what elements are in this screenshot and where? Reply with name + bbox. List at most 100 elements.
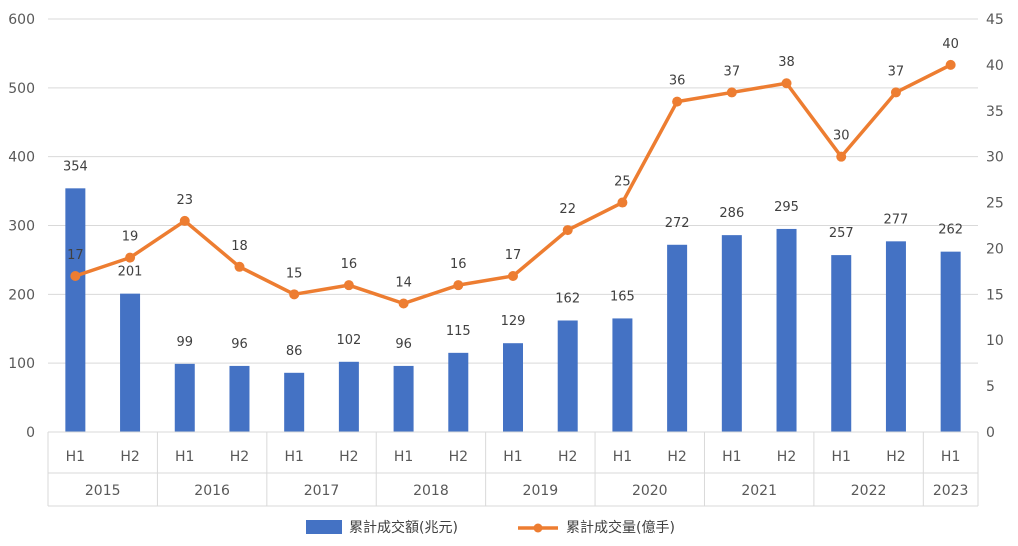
line-point [125, 252, 136, 263]
legend-bar-label: 累計成交額(兆元) [349, 519, 458, 536]
year-label: 2015 [85, 483, 121, 499]
line-point [781, 78, 792, 89]
line-path [74, 63, 952, 306]
right-tick-label: 5 [986, 379, 995, 395]
bar-data-label: 277 [884, 212, 909, 227]
left-axis: 0 100 200 300 400 500 600 [8, 12, 35, 441]
left-tick-label: 500 [8, 81, 35, 97]
bar [338, 361, 359, 432]
line-point [398, 298, 409, 309]
bar-data-label: 96 [231, 337, 248, 352]
line-data-label: 18 [231, 239, 248, 254]
bar [557, 320, 578, 432]
left-tick-label: 300 [8, 219, 35, 235]
line-data-label: 38 [778, 55, 795, 70]
bar-data-label: 272 [665, 216, 690, 231]
line-data-label: 40 [942, 37, 959, 52]
bar [65, 188, 86, 432]
category-label: H2 [777, 449, 796, 465]
line-data-label: 16 [341, 257, 358, 272]
category-label: H1 [66, 449, 85, 465]
category-label: H2 [120, 449, 139, 465]
right-tick-label: 25 [986, 196, 1004, 212]
bar [120, 293, 141, 432]
line-data-label: 19 [122, 230, 139, 245]
year-label: 2023 [933, 483, 969, 499]
year-label: 2020 [632, 483, 668, 499]
bar-data-label: 201 [118, 265, 143, 280]
line-data-label: 15 [286, 266, 303, 281]
bar-data-label: 129 [501, 314, 526, 329]
bar [612, 318, 633, 432]
line-series: 17 19 23 18 15 16 14 16 17 22 25 36 37 38 30 37 40 [67, 37, 959, 309]
year-label: 2018 [413, 483, 449, 499]
bar-data-label: 295 [774, 200, 799, 215]
line-data-label: 22 [559, 202, 576, 217]
right-tick-label: 45 [986, 12, 1004, 28]
category-label: H1 [175, 449, 194, 465]
line-point [179, 215, 190, 226]
line-data-label: 37 [724, 64, 741, 79]
bar [229, 365, 250, 432]
line-point [672, 96, 683, 107]
right-tick-label: 40 [986, 58, 1004, 74]
bar [831, 255, 852, 432]
line-point [562, 225, 573, 236]
line-data-label: 23 [176, 193, 193, 208]
right-axis: 0 5 10 15 20 25 30 35 40 45 [986, 12, 1004, 441]
left-tick-label: 400 [8, 150, 35, 166]
category-label: H2 [667, 449, 686, 465]
line-data-label: 17 [505, 248, 522, 263]
category-label: H1 [832, 449, 851, 465]
category-label: H1 [722, 449, 741, 465]
legend-line-label: 累計成交量(億手) [566, 519, 675, 536]
legend-bar-swatch [306, 520, 342, 534]
line-point [289, 289, 300, 300]
right-tick-label: 30 [986, 150, 1004, 166]
legend: 累計成交額(兆元) 累計成交量(億手) [306, 519, 675, 536]
category-label: H2 [886, 449, 905, 465]
bar-data-label: 162 [555, 291, 580, 306]
line-point [70, 270, 81, 281]
bar [776, 228, 797, 432]
category-label: H1 [394, 449, 413, 465]
line-data-label: 25 [614, 175, 631, 190]
category-label: H1 [613, 449, 632, 465]
left-tick-label: 600 [8, 12, 35, 28]
bar-data-label: 257 [829, 226, 854, 241]
bar-data-label: 115 [446, 324, 471, 339]
right-tick-label: 0 [986, 425, 995, 441]
gridlines [48, 18, 978, 433]
bar [885, 241, 906, 432]
line-data-label: 36 [669, 74, 686, 89]
bar [448, 352, 469, 432]
line-data-label: 17 [67, 248, 84, 263]
bar [393, 365, 414, 432]
year-label: 2017 [304, 483, 340, 499]
bar-data-label: 262 [938, 223, 963, 238]
right-tick-label: 20 [986, 241, 1004, 257]
line-point [234, 261, 245, 272]
line-data-label: 16 [450, 257, 467, 272]
bar-series: 354 201 99 96 86 102 96 115 129 162 165 272 286 295 25… [63, 159, 963, 432]
bar-data-label: 102 [336, 333, 361, 348]
right-tick-label: 10 [986, 333, 1004, 349]
bar [503, 343, 523, 432]
line-point [617, 197, 628, 208]
category-label: H2 [339, 449, 358, 465]
category-label: H2 [230, 449, 249, 465]
bar-data-label: 354 [63, 159, 88, 174]
bar [940, 251, 961, 432]
year-label: 2022 [851, 483, 887, 499]
right-tick-label: 15 [986, 287, 1004, 303]
category-label: H2 [449, 449, 468, 465]
line-data-label: 14 [395, 276, 412, 291]
left-tick-label: 200 [8, 287, 35, 303]
year-label: 2019 [523, 483, 559, 499]
line-point [945, 59, 956, 70]
bar-data-label: 96 [395, 337, 412, 352]
left-tick-label: 100 [8, 356, 35, 372]
bar-data-label: 86 [286, 344, 303, 359]
line-point [343, 280, 354, 291]
